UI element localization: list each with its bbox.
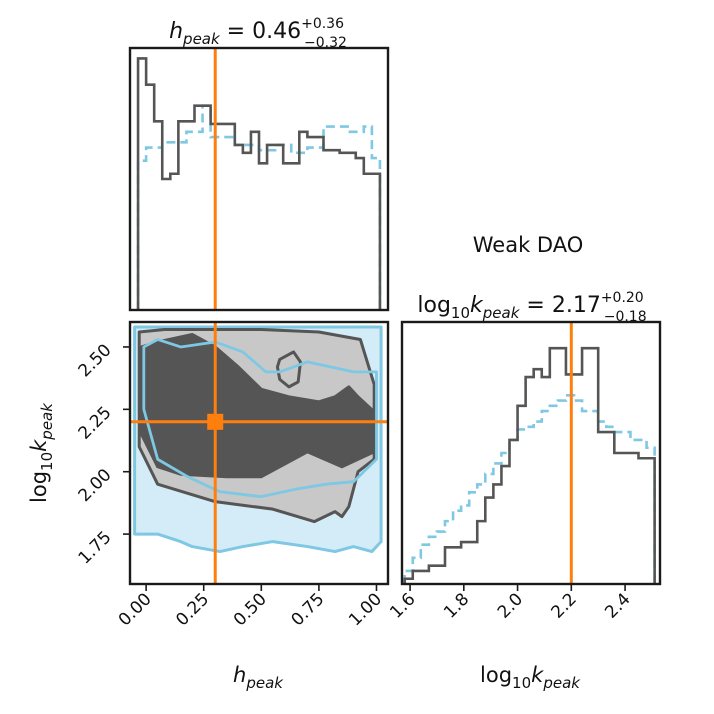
k-peak-y-tick-label: 1.75 (75, 527, 116, 568)
k-peak-x-tick-label: 2.4 (601, 589, 634, 622)
panel-title: Weak DAO (473, 233, 584, 257)
joint-contour-panel (130, 322, 388, 584)
y-axis-label-k-peak: log10kpeak (27, 402, 56, 503)
k-peak-posterior-histogram (403, 346, 656, 584)
h-peak-title-symbol: h (169, 19, 183, 44)
k-peak-title-prefix-sub: 10 (451, 304, 470, 322)
h-peak-x-tick-label: 0.50 (230, 589, 271, 630)
k-peak-marginal-frame (400, 320, 662, 586)
k-peak-title-subscript: peak (482, 304, 521, 322)
k-peak-y-tick-label: 2.00 (75, 465, 116, 506)
h-peak-x-tick-label: 0.75 (288, 589, 329, 630)
h-peak-x-tick-label: 1.00 (345, 589, 386, 630)
h-peak-title-value: = 0.46 (220, 19, 301, 44)
h-peak-title: hpeak = 0.46+0.36 −0.32 (169, 16, 347, 51)
x-axis-label-k-peak: log10kpeak (480, 663, 581, 692)
h-peak-x-tick-label: 0.25 (172, 589, 213, 630)
h-peak-title-plus: +0.36 (301, 16, 344, 32)
h-peak-x-tick-label: 0.00 (115, 589, 156, 630)
x-axis-label-h-peak: hpeak (233, 663, 284, 692)
h-peak-marginal-panel (136, 48, 382, 310)
joint-contour-frame (128, 320, 390, 586)
k-peak-y-tick-label: 2.50 (75, 340, 116, 381)
contour-reference-68- (142, 338, 378, 499)
k-peak-title-prefix: log (417, 293, 451, 318)
k-peak-y-tick-label: 2.25 (75, 403, 116, 444)
k-peak-ticks: 1.6 1.8 2.0 2.2 2.4 (386, 584, 635, 623)
k-peak-title-value: = 2.17 (519, 293, 600, 318)
h-peak-posterior-histogram (136, 57, 382, 310)
k-peak-marginal-panel (403, 322, 656, 584)
k-peak-x-tick-label: 1.8 (440, 589, 473, 622)
k-peak-x-tick-label: 1.6 (386, 589, 419, 622)
k-peak-x-tick-label: 2.0 (494, 589, 527, 622)
k-peak-x-tick-label: 2.2 (548, 589, 581, 622)
h-peak-marginal-frame (128, 46, 390, 312)
k-peak-title-plus: +0.20 (601, 290, 644, 306)
h-peak-title-subscript: peak (182, 30, 221, 48)
contour-posterior-inner (140, 332, 376, 479)
joint-truth-marker (207, 413, 224, 430)
k-peak-title: log10kpeak = 2.17+0.20 −0.18 (417, 290, 646, 325)
k-peak-reference-histogram (403, 394, 656, 584)
k-peak-title-symbol: k (470, 293, 484, 318)
